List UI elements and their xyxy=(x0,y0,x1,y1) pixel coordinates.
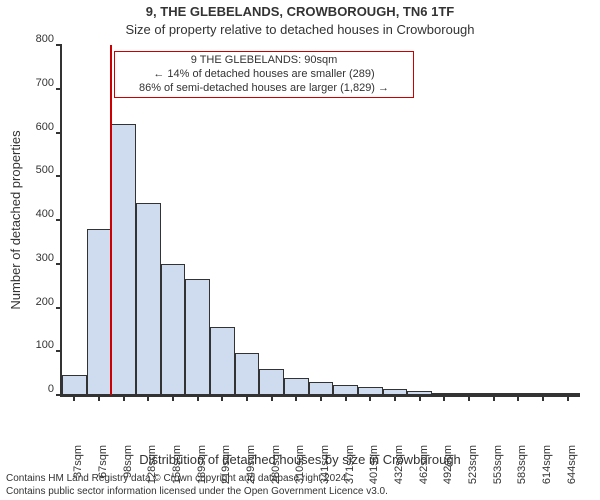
x-tick xyxy=(73,395,75,401)
attribution-line-1: Contains HM Land Registry data © Crown c… xyxy=(6,473,594,486)
y-tick xyxy=(56,44,62,46)
histogram-bar xyxy=(210,327,235,395)
y-axis-label: Number of detached properties xyxy=(8,130,23,309)
x-tick xyxy=(493,395,495,401)
x-tick xyxy=(295,395,297,401)
histogram-bar xyxy=(161,264,186,395)
y-tick xyxy=(56,88,62,90)
histogram-bar xyxy=(358,387,383,395)
y-tick xyxy=(56,307,62,309)
x-tick xyxy=(468,395,470,401)
histogram-bar xyxy=(111,124,136,395)
y-tick-label: 400 xyxy=(20,208,54,220)
callout-line-2: ← 14% of detached houses are smaller (28… xyxy=(121,68,407,82)
callout-line-1: 9 THE GLEBELANDS: 90sqm xyxy=(121,54,407,68)
x-axis-label: Distribution of detached houses by size … xyxy=(0,452,600,467)
page-subtitle: Size of property relative to detached ho… xyxy=(0,22,600,37)
y-tick-label: 200 xyxy=(20,296,54,308)
x-tick xyxy=(443,395,445,401)
histogram-bar xyxy=(284,378,309,395)
reference-line xyxy=(110,45,112,395)
y-tick-label: 500 xyxy=(20,164,54,176)
callout-box: 9 THE GLEBELANDS: 90sqm ← 14% of detache… xyxy=(114,51,414,98)
histogram-bar xyxy=(333,385,358,395)
y-tick-label: 800 xyxy=(20,33,54,45)
histogram-bar xyxy=(185,279,210,395)
x-tick xyxy=(98,395,100,401)
x-tick xyxy=(172,395,174,401)
plot-area: 9 THE GLEBELANDS: 90sqm ← 14% of detache… xyxy=(60,45,580,397)
x-tick xyxy=(320,395,322,401)
histogram-bar xyxy=(62,375,87,395)
y-tick-label: 600 xyxy=(20,121,54,133)
x-tick xyxy=(542,395,544,401)
x-tick xyxy=(147,395,149,401)
attribution-block: Contains HM Land Registry data © Crown c… xyxy=(6,473,594,498)
y-tick xyxy=(56,350,62,352)
x-tick xyxy=(246,395,248,401)
x-tick xyxy=(517,395,519,401)
x-tick xyxy=(567,395,569,401)
y-tick xyxy=(56,132,62,134)
x-tick xyxy=(369,395,371,401)
x-tick xyxy=(271,395,273,401)
page-title: 9, THE GLEBELANDS, CROWBOROUGH, TN6 1TF xyxy=(0,4,600,19)
histogram-bar xyxy=(309,382,334,395)
callout-line-3: 86% of semi-detached houses are larger (… xyxy=(121,82,407,96)
x-tick xyxy=(419,395,421,401)
x-tick xyxy=(197,395,199,401)
y-tick xyxy=(56,263,62,265)
x-tick xyxy=(345,395,347,401)
histogram-bar xyxy=(235,353,260,395)
chart-container: 9, THE GLEBELANDS, CROWBOROUGH, TN6 1TF … xyxy=(0,0,600,500)
x-tick xyxy=(123,395,125,401)
y-tick xyxy=(56,175,62,177)
x-tick xyxy=(221,395,223,401)
x-tick xyxy=(394,395,396,401)
y-tick-label: 100 xyxy=(20,339,54,351)
histogram-bar xyxy=(259,369,284,395)
y-tick-label: 300 xyxy=(20,252,54,264)
histogram-bar xyxy=(87,229,112,395)
attribution-line-2: Contains public sector information licen… xyxy=(6,486,594,499)
histogram-bar xyxy=(136,203,161,396)
y-tick-label: 700 xyxy=(20,77,54,89)
y-tick-label: 0 xyxy=(20,383,54,395)
y-tick xyxy=(56,219,62,221)
